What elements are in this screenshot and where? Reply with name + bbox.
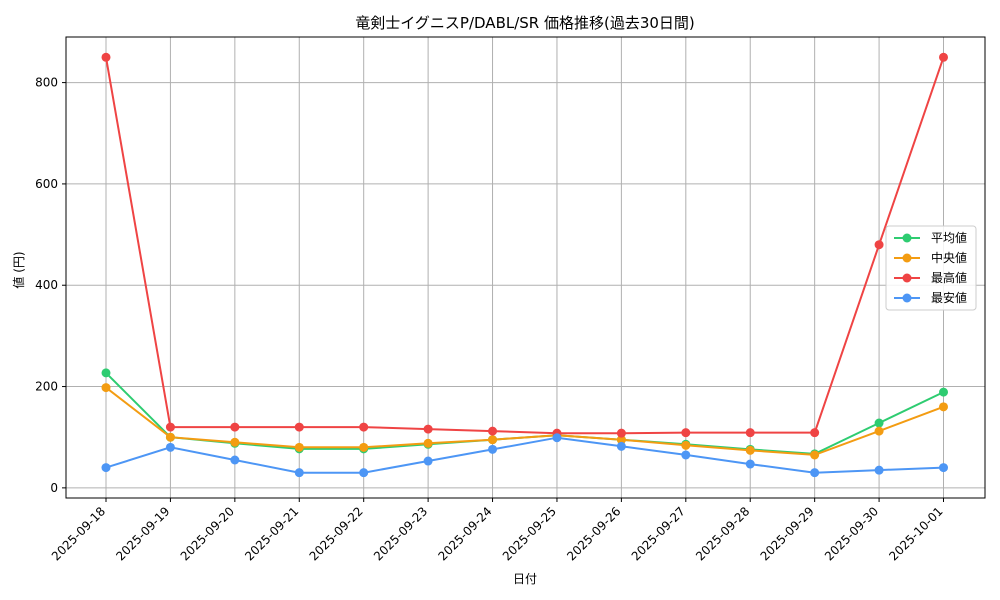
- series-最安値-point: [423, 456, 433, 466]
- series-中央値-point: [681, 440, 691, 450]
- series-平均値-point: [939, 387, 948, 397]
- series-最高値-point: [810, 428, 820, 438]
- series-最高値-point: [101, 52, 111, 62]
- x-axis: 2025-09-18 2025-09-19 2025-09-20 2025-09-21…: [49, 498, 946, 563]
- series-最高値-line: [105, 56, 945, 435]
- series-最高値-point: [423, 424, 433, 434]
- y-axis: 0 200 400 600 800: [35, 76, 66, 495]
- grid: [66, 37, 985, 498]
- series-中央値-point: [810, 450, 820, 460]
- series-最安値-point: [874, 465, 884, 475]
- legend-swatch-marker: [902, 233, 912, 243]
- legend-swatch-marker: [902, 253, 912, 263]
- legend-label: 最安値: [931, 290, 967, 305]
- series-最安値-point: [810, 468, 820, 478]
- x-tick-label: 2025-09-18: [49, 504, 108, 563]
- series-最高値-point: [488, 426, 498, 436]
- x-tick-label: 2025-09-19: [113, 504, 172, 563]
- chart-title: 竜剣士イグニスP/DABL/SR 価格推移(過去30日間): [355, 14, 695, 32]
- legend-swatch-marker: [902, 293, 912, 303]
- y-tick-label: 400: [35, 278, 58, 292]
- series-最安値-point: [616, 441, 626, 451]
- legend-box: [885, 225, 977, 311]
- series-最安値-point: [939, 463, 948, 473]
- series-最安値-point: [165, 442, 175, 452]
- series-中央値-point: [230, 437, 240, 447]
- series-中央値-point: [165, 432, 175, 442]
- y-axis-label: 値 (円): [11, 251, 26, 288]
- x-tick-label: 2025-09-27: [629, 504, 688, 563]
- series-中央値-point: [359, 442, 369, 452]
- series-中央値-point: [745, 445, 755, 455]
- series-最安値-point: [101, 463, 111, 473]
- x-tick-label: 2025-09-22: [307, 504, 366, 563]
- y-tick-label: 200: [35, 380, 58, 394]
- x-tick-label: 2025-09-26: [564, 504, 623, 563]
- series-最安値-point: [745, 459, 755, 469]
- series-最高値-point: [230, 422, 240, 432]
- x-tick-label: 2025-09-29: [758, 504, 817, 563]
- series-中央値-point: [616, 435, 626, 445]
- series-最高値-point: [294, 422, 304, 432]
- x-tick-label: 2025-09-28: [693, 504, 752, 563]
- legend-label: 中央値: [931, 250, 967, 265]
- y-tick-label: 800: [35, 76, 58, 90]
- series-平均値-point: [874, 418, 884, 428]
- series-中央値-point: [874, 426, 884, 436]
- series-最高値-point: [874, 240, 884, 250]
- x-tick-label: 2025-09-23: [371, 504, 430, 563]
- legend-swatch-marker: [902, 273, 912, 283]
- series-最安値-point: [359, 468, 369, 478]
- y-tick-label: 0: [50, 481, 58, 495]
- series-最安値-line: [105, 436, 944, 474]
- series-group: [101, 52, 948, 478]
- x-tick-label: 2025-10-01: [886, 504, 945, 563]
- x-tick-label: 2025-09-20: [178, 504, 237, 563]
- plot-frame: [65, 36, 986, 499]
- x-tick-label: 2025-09-24: [435, 504, 494, 563]
- x-tick-label: 2025-09-21: [242, 504, 301, 563]
- x-axis-label: 日付: [513, 572, 537, 586]
- series-最安値-point: [488, 444, 498, 454]
- x-tick-label: 2025-09-30: [822, 504, 881, 563]
- y-tick-label: 600: [35, 177, 58, 191]
- series-最高値-point: [359, 422, 369, 432]
- series-平均値-point: [101, 368, 111, 378]
- series-最高値-point: [939, 52, 948, 62]
- x-tick-label: 2025-09-25: [500, 504, 559, 563]
- series-最高値-point: [681, 428, 691, 438]
- series-最高値-point: [165, 422, 175, 432]
- legend-label: 最高値: [931, 270, 967, 285]
- series-中央値-point: [294, 442, 304, 452]
- series-中央値-point: [101, 383, 111, 393]
- series-中央値-point: [423, 438, 433, 448]
- series-中央値-line: [105, 386, 944, 456]
- series-最安値-point: [681, 450, 691, 460]
- series-最安値-point: [230, 455, 240, 465]
- series-中央値-point: [939, 402, 948, 412]
- series-中央値-point: [488, 435, 498, 445]
- legend-label: 平均値: [931, 230, 967, 245]
- series-最安値-point: [294, 468, 304, 478]
- series-最高値-point: [616, 428, 626, 438]
- series-最安値-point: [552, 433, 562, 443]
- series-最高値-point: [745, 428, 755, 438]
